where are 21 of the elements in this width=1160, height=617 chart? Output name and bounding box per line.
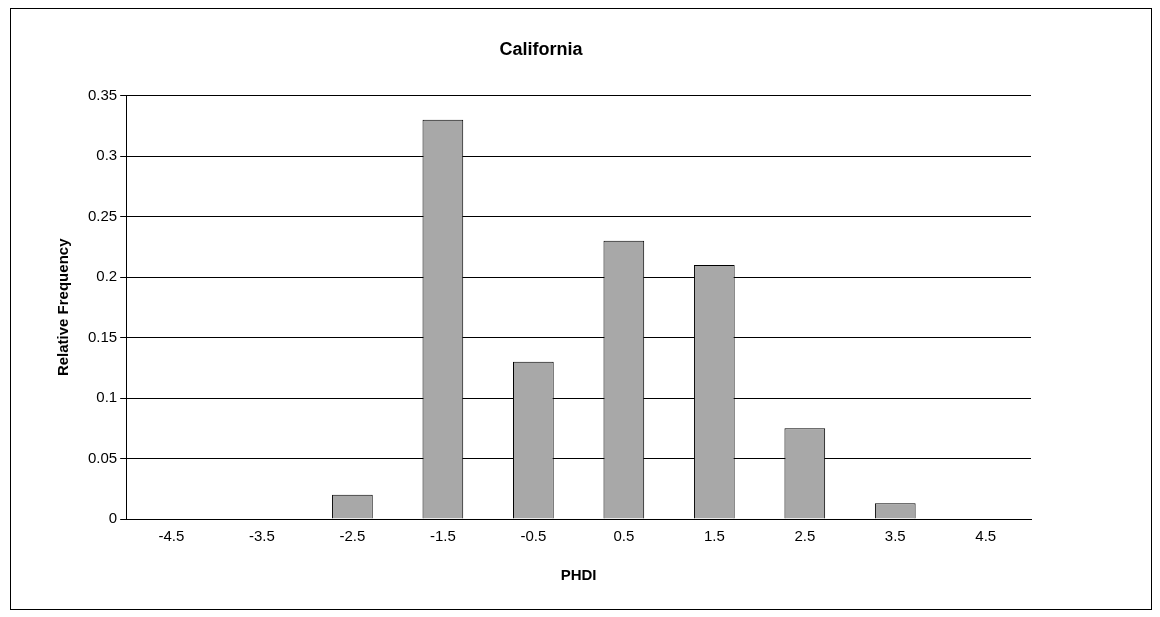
x-tick-label: 3.5 bbox=[884, 527, 906, 545]
y-axis-title: Relative Frequency bbox=[54, 237, 72, 377]
x-tick-label: -0.5 bbox=[520, 527, 547, 545]
y-tick-label: 0.2 bbox=[96, 267, 118, 285]
chart-title: California bbox=[499, 38, 584, 59]
y-tick-label: 0 bbox=[108, 509, 118, 527]
y-tick-label: 0.1 bbox=[96, 388, 118, 406]
x-tick-label: -1.5 bbox=[429, 527, 456, 545]
x-tick-label: -3.5 bbox=[248, 527, 275, 545]
y-tick-label: 0.15 bbox=[87, 327, 118, 345]
x-axis-title: PHDI bbox=[560, 566, 597, 584]
x-tick-label: 2.5 bbox=[794, 527, 816, 545]
y-tick-label: 0.05 bbox=[87, 448, 118, 466]
y-tick-label: 0.35 bbox=[87, 85, 118, 103]
x-tick-label: -4.5 bbox=[158, 527, 185, 545]
y-tick-label: 0.3 bbox=[96, 146, 118, 164]
x-tick-label: 4.5 bbox=[975, 527, 997, 545]
y-tick-label: 0.25 bbox=[87, 206, 118, 224]
x-tick-label: 1.5 bbox=[703, 527, 725, 545]
x-tick-label: 0.5 bbox=[613, 527, 635, 545]
x-tick-label: -2.5 bbox=[339, 527, 366, 545]
